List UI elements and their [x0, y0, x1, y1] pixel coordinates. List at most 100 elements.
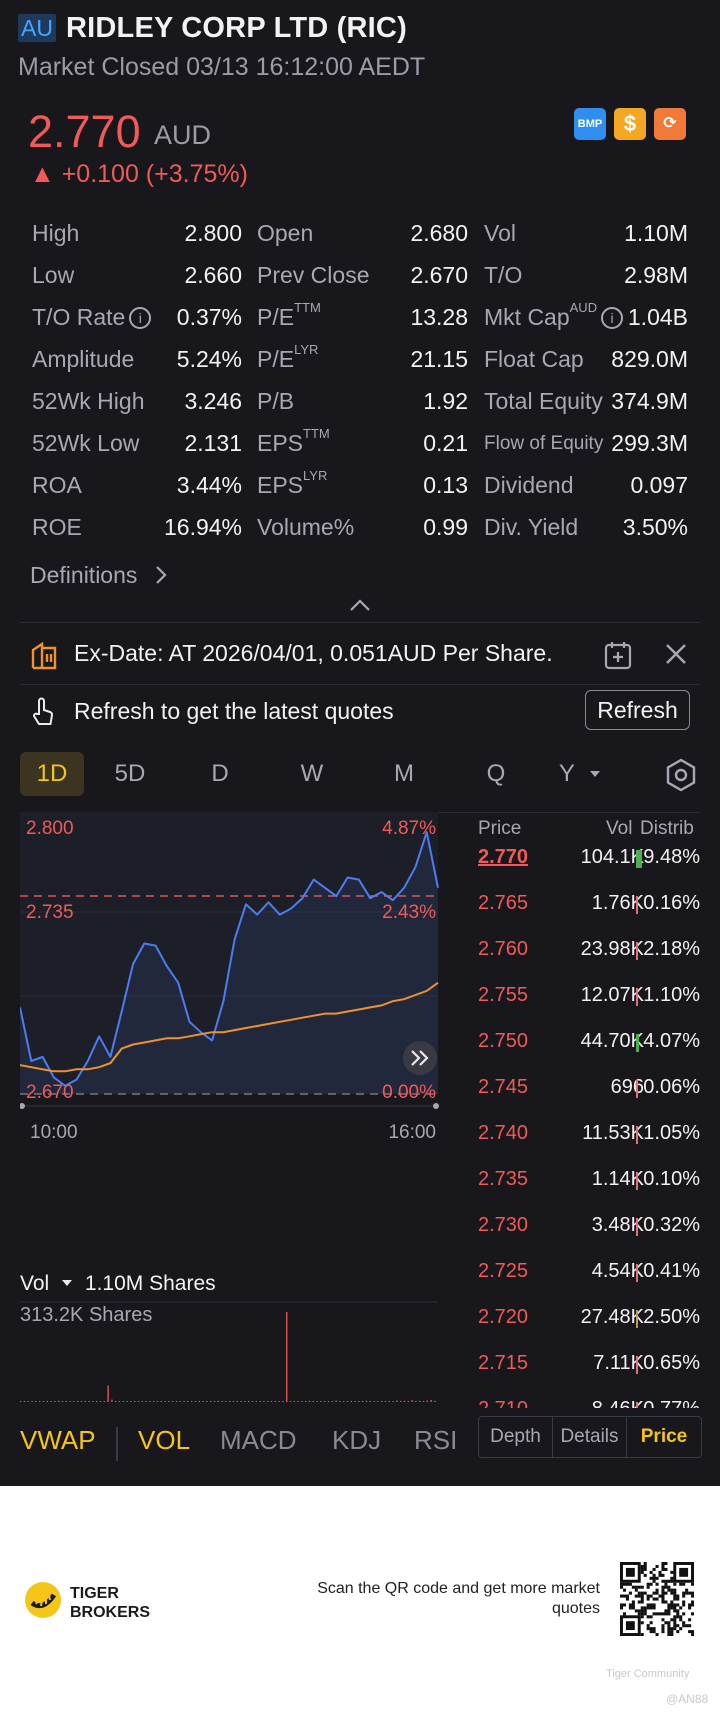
close-icon[interactable] — [664, 642, 688, 666]
volume-bar — [23, 1401, 26, 1402]
qr-module — [673, 1603, 677, 1607]
tab-w[interactable]: W — [300, 760, 324, 787]
volume-bar — [381, 1401, 383, 1402]
fast-forward-icon[interactable] — [403, 1041, 437, 1075]
tab-vwap[interactable]: VWAP — [20, 1425, 96, 1455]
tab-q[interactable]: Q — [486, 760, 506, 787]
volume-bar — [286, 1312, 288, 1402]
stat-value: 2.680 — [410, 220, 468, 246]
stat-label: ROA — [32, 472, 82, 499]
qr-module — [661, 1573, 665, 1577]
tab-rsi[interactable]: RSI — [414, 1425, 458, 1455]
qr-module — [620, 1603, 624, 1607]
qr-module — [661, 1588, 665, 1592]
qr-module — [691, 1594, 694, 1598]
settings-hexagon-icon[interactable] — [664, 758, 698, 792]
qr-module — [646, 1582, 650, 1586]
tab-depth[interactable]: Depth — [479, 1417, 553, 1457]
volume-bar — [229, 1401, 231, 1402]
qr-module — [661, 1585, 665, 1589]
volume-chart — [20, 1301, 438, 1402]
qr-module — [688, 1603, 692, 1607]
stat-value: 21.15 — [410, 346, 468, 372]
volume-bar — [73, 1401, 75, 1402]
intraday-chart[interactable]: 2.800 2.735 2.670 4.87% 2.43% 0.00% 10:00 16:00 — [20, 812, 458, 1212]
stat-value: 16.94% — [163, 514, 242, 540]
qr-module — [640, 1615, 644, 1619]
qr-module — [649, 1615, 653, 1619]
qr-module — [670, 1603, 674, 1607]
distribution-bar — [636, 1310, 638, 1328]
tab-vol[interactable]: VOL — [138, 1425, 191, 1455]
qr-module — [664, 1579, 668, 1583]
qr-module — [628, 1603, 632, 1607]
tab-details[interactable]: Details — [553, 1417, 627, 1457]
bmp-icon[interactable]: BMP — [574, 108, 606, 140]
volume-bar — [35, 1401, 37, 1402]
calendar-add-icon[interactable] — [604, 640, 632, 670]
table-row: 2.740 11.53K 1.05% — [470, 1122, 720, 1168]
qr-module — [622, 1612, 627, 1616]
qr-module — [691, 1612, 694, 1616]
volume-bar — [50, 1401, 52, 1402]
qr-module — [667, 1627, 671, 1631]
qr-module — [679, 1606, 683, 1610]
tab-price[interactable]: Price — [640, 1426, 688, 1447]
qr-module — [649, 1627, 653, 1631]
col-header-vol: Vol — [606, 818, 633, 839]
tab-1d[interactable]: 1D — [20, 752, 84, 796]
period-tabs: 1D 5D D W M Q Y — [0, 752, 720, 800]
volume-bar — [61, 1401, 64, 1402]
row-volume: 4.54K — [591, 1260, 644, 1282]
divider — [20, 684, 700, 685]
qr-module — [643, 1591, 647, 1595]
info-icon[interactable]: i — [129, 307, 152, 329]
price-distribution-table[interactable]: Price Vol Distrib 2.770 104.1K 9.48% 2.765 1… — [470, 812, 720, 1408]
volume-bar — [232, 1401, 235, 1402]
volume-bar — [289, 1401, 292, 1402]
stat-label-text: High — [32, 220, 80, 246]
tab-5d[interactable]: 5D — [114, 760, 146, 787]
collapse-chevron-icon[interactable] — [349, 598, 371, 612]
caret-down-icon — [590, 771, 601, 777]
stat-label: Open — [257, 220, 313, 247]
qr-module — [667, 1621, 671, 1625]
volume-bar — [122, 1401, 124, 1402]
swap-icon[interactable]: ⟳ — [654, 108, 686, 140]
volume-bar — [278, 1401, 280, 1402]
qr-module — [667, 1579, 671, 1583]
tab-y[interactable]: Y — [556, 752, 604, 796]
info-icon[interactable]: i — [601, 307, 624, 329]
row-price: 2.730 — [478, 1214, 529, 1236]
stock-title: RIDLEY CORP LTD (RIC) — [66, 12, 407, 44]
stat-label: P/ETTM — [257, 300, 321, 331]
ex-date-banner: Ex-Date: AT 2026/04/01, 0.051AUD Per Sha… — [0, 632, 720, 680]
volume-bar — [251, 1401, 254, 1402]
tab-m[interactable]: M — [394, 760, 414, 787]
volume-bar — [293, 1401, 295, 1402]
detail-tabs: Depth Details Price — [478, 1416, 702, 1458]
volume-bar — [134, 1401, 136, 1402]
tab-macd[interactable]: MACD — [220, 1425, 297, 1455]
dollar-icon[interactable]: $ — [614, 108, 646, 140]
qr-module — [670, 1633, 674, 1636]
qr-module — [646, 1597, 650, 1601]
definitions-link[interactable]: Definitions — [30, 562, 170, 589]
qr-module — [637, 1600, 641, 1604]
refresh-button[interactable]: Refresh — [585, 690, 690, 730]
stat-label: P/B — [257, 388, 294, 415]
volume-header[interactable]: Vol 1.10M Shares — [20, 1272, 216, 1296]
tab-kdj[interactable]: KDJ — [332, 1425, 382, 1455]
volume-bar — [415, 1401, 417, 1402]
qr-module — [670, 1618, 674, 1622]
volume-bar — [92, 1401, 94, 1402]
stat-label: Dividend — [484, 472, 574, 499]
stat-value: 1.92 — [423, 388, 468, 414]
stat-label-suffix: AUD — [569, 300, 598, 316]
tab-d[interactable]: D — [211, 760, 229, 787]
qr-module — [631, 1606, 635, 1610]
brand-line-2: BROKERS — [70, 1604, 151, 1621]
volume-bar — [407, 1401, 409, 1402]
volume-bar — [335, 1400, 337, 1402]
row-price: 2.740 — [478, 1122, 529, 1144]
